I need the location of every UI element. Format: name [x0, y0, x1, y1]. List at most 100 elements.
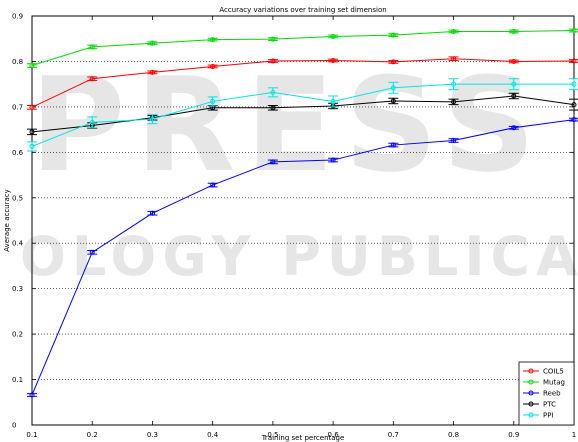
data-point [511, 28, 517, 34]
data-point [451, 81, 457, 87]
x-axis-ticks: 0.1 0.2 0.3 0.4 0.5 0.6 0.7 0.8 0.9 1 [26, 16, 576, 439]
data-point [511, 81, 517, 87]
data-point [89, 76, 95, 82]
y-tick-label: 0 [12, 422, 16, 430]
data-point [571, 28, 577, 34]
data-point [270, 159, 276, 165]
data-point [451, 138, 457, 144]
data-point [149, 40, 155, 46]
data-point [29, 143, 35, 149]
x-tick-label: 0.1 [26, 431, 37, 439]
legend-label: PPI [543, 412, 554, 420]
series-ppi [27, 78, 578, 152]
series-mutag [27, 28, 578, 69]
data-point [210, 98, 216, 104]
y-tick-label: 0.8 [12, 58, 23, 66]
data-point [390, 85, 396, 91]
x-tick-label: 0.7 [388, 431, 399, 439]
publisher-watermark: PRESS OLOGY PUBLICATIONS [20, 49, 578, 288]
x-tick-label: 0.2 [87, 431, 98, 439]
data-point [571, 81, 577, 87]
data-point [330, 33, 336, 39]
legend-marker [528, 379, 534, 385]
data-point [149, 69, 155, 75]
y-tick-label: 0.3 [12, 285, 23, 293]
data-point [210, 182, 216, 188]
data-point [451, 56, 457, 62]
legend-marker [528, 412, 534, 418]
data-point [571, 102, 577, 108]
data-point [29, 104, 35, 110]
data-point [330, 58, 336, 64]
legend-item-ppi: PPI [523, 412, 554, 420]
data-point [89, 249, 95, 255]
x-tick-label: 0.6 [328, 431, 340, 439]
data-point [210, 37, 216, 43]
data-point [29, 63, 35, 69]
series-line [31, 30, 575, 67]
data-point [390, 32, 396, 38]
series-line [31, 119, 575, 396]
data-point [29, 392, 35, 398]
data-point [270, 36, 276, 42]
x-tick-label: 0.8 [448, 431, 459, 439]
series-coil5 [27, 56, 578, 110]
legend-item-reeb: Reeb [523, 390, 561, 398]
legend-marker [528, 401, 534, 407]
data-point [270, 105, 276, 111]
y-tick-label: 0.5 [12, 194, 23, 202]
series-reeb [27, 117, 578, 398]
x-tick-label: 1 [572, 431, 576, 439]
legend-label: PTC [543, 401, 556, 409]
data-point [210, 63, 216, 69]
legend-label: Reeb [543, 390, 561, 398]
data-point [270, 58, 276, 64]
data-point [149, 210, 155, 216]
legend-item-coil5: COIL5 [523, 368, 564, 376]
legend-item-mutag: Mutag [523, 379, 565, 387]
data-point [330, 157, 336, 163]
watermark-line-1: PRESS [30, 49, 546, 201]
x-tick-label: 0.5 [267, 431, 278, 439]
y-axis-label: Average accuracy [3, 189, 11, 252]
watermark-line-2: OLOGY PUBLICATIONS [20, 225, 578, 288]
y-tick-label: 0.2 [12, 331, 23, 339]
data-point [270, 89, 276, 95]
series-line [31, 95, 575, 133]
x-tick-label: 0.3 [147, 431, 158, 439]
data-point [330, 98, 336, 104]
plot-frame [31, 15, 575, 426]
data-point [571, 58, 577, 64]
legend-marker [528, 368, 534, 374]
data-point [29, 129, 35, 135]
data-point [511, 125, 517, 131]
chart-title: Accuracy variations over training set di… [219, 6, 386, 14]
series-line [31, 58, 575, 108]
y-axis-ticks: 0 0.1 0.2 0.3 0.4 0.5 0.6 0.7 0.8 0.9 [12, 13, 574, 430]
data-point [571, 117, 577, 123]
legend-marker [528, 390, 534, 396]
y-tick-label: 0.6 [12, 149, 24, 157]
data-point [149, 116, 155, 122]
data-point [451, 28, 457, 34]
data-point [511, 93, 517, 99]
x-tick-label: 0.9 [508, 431, 519, 439]
data-point [451, 99, 457, 105]
y-tick-label: 0.1 [12, 376, 23, 384]
y-tick-label: 0.4 [12, 240, 24, 248]
data-point [390, 59, 396, 65]
legend: COIL5 Mutag Reeb PTC PPI [518, 361, 575, 426]
legend-item-ptc: PTC [523, 401, 556, 409]
data-point [511, 58, 517, 64]
data-point [89, 119, 95, 125]
y-tick-label: 0.9 [12, 13, 23, 21]
y-tick-label: 0.7 [12, 103, 23, 111]
x-axis-label: Training set percentage [261, 434, 345, 442]
data-point [390, 142, 396, 148]
series-layer [27, 28, 578, 398]
legend-label: Mutag [543, 379, 565, 387]
series-line [31, 83, 574, 147]
data-point [89, 44, 95, 50]
x-tick-label: 0.4 [207, 431, 219, 439]
